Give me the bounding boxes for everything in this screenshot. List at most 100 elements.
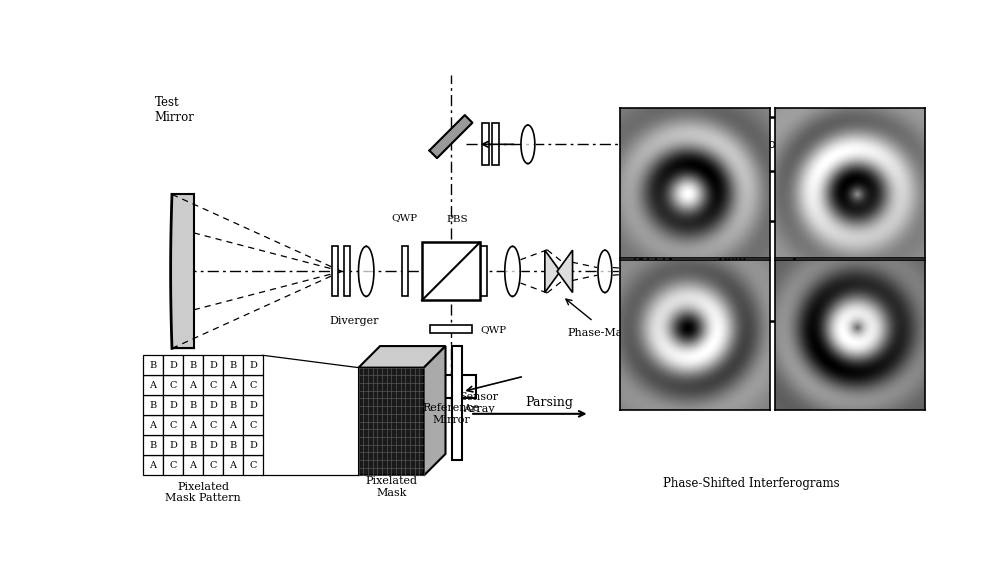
Bar [143,415,163,435]
Bar [430,325,472,333]
Bar [183,375,203,396]
Bar [223,415,243,435]
Text: D: D [249,401,257,410]
Bar [183,396,203,415]
Text: A: A [189,381,196,390]
Bar [656,250,664,292]
Text: B: B [229,401,237,410]
Text: A: A [149,421,156,430]
Bar [426,375,476,398]
Polygon shape [557,250,573,292]
Bar [642,252,648,291]
Bar [203,456,223,475]
Bar [163,435,183,456]
Text: B: B [149,401,157,410]
Text: QWP: QWP [480,325,506,334]
Text: D: D [209,361,217,370]
Text: A: A [149,381,156,390]
Bar [243,435,263,456]
Text: PBS: PBS [446,215,468,224]
Bar [183,456,203,475]
Bar [243,355,263,375]
Text: B: B [189,361,197,370]
Text: C: C [169,461,177,470]
Bar [358,367,424,475]
Bar [243,456,263,475]
Polygon shape [424,346,446,475]
Text: Phase-Shifted Interferograms: Phase-Shifted Interferograms [663,477,840,490]
Text: C: C [169,421,177,430]
Text: B: B [149,441,157,450]
Bar [243,396,263,415]
Text: Pixelated
Mask Pattern: Pixelated Mask Pattern [165,481,241,503]
Text: Pixelated
Mask: Pixelated Mask [365,476,417,498]
Text: C: C [209,461,217,470]
Bar [481,246,487,296]
Bar [203,435,223,456]
Text: C: C [209,421,217,430]
Bar [143,355,163,375]
Text: D: D [209,441,217,450]
Text: B: B [229,441,237,450]
Text: A: A [229,381,236,390]
Bar [223,375,243,396]
Text: A: A [229,421,236,430]
Bar [203,415,223,435]
Bar [163,456,183,475]
Bar [402,246,408,296]
Text: C: C [249,381,257,390]
Bar [203,355,223,375]
Polygon shape [545,250,560,292]
Text: Source Module: Source Module [707,138,803,151]
Text: D: D [169,361,177,370]
Text: High
Resolution
Camera: High Resolution Camera [700,250,764,293]
Text: QWP: QWP [392,213,418,222]
Text: B: B [189,401,197,410]
Bar [223,435,243,456]
Bar [183,435,203,456]
Text: D: D [249,361,257,370]
Text: C: C [249,421,257,430]
Text: D: D [169,401,177,410]
Bar [482,123,489,165]
Text: D: D [169,441,177,450]
Bar [163,355,183,375]
Bar [452,346,462,460]
Text: B: B [189,441,197,450]
Text: Sensor
Array: Sensor Array [459,392,498,414]
Text: C: C [209,381,217,390]
Text: Test
Mirror: Test Mirror [154,96,194,123]
Bar [332,246,338,296]
Text: D: D [249,441,257,450]
Bar [143,375,163,396]
Bar [243,375,263,396]
Bar [344,246,350,296]
Bar [183,415,203,435]
Text: B: B [149,361,157,370]
Bar [422,242,480,300]
Bar [143,396,163,415]
Bar [223,355,243,375]
Text: D: D [209,401,217,410]
Bar [223,396,243,415]
Text: Parsing: Parsing [525,396,573,409]
Bar [635,252,640,291]
Bar [492,123,499,165]
Bar [183,355,203,375]
Text: C: C [169,381,177,390]
Polygon shape [358,346,446,367]
Text: Phase-Mask: Phase-Mask [567,328,635,338]
Text: A: A [149,461,156,470]
Bar [203,375,223,396]
Text: B: B [229,361,237,370]
Text: A: A [189,421,196,430]
Bar [163,396,183,415]
Bar [656,125,662,164]
Bar [670,222,794,321]
Text: Diverger: Diverger [330,316,379,327]
Bar [674,117,836,171]
Bar [203,396,223,415]
Text: A: A [229,461,236,470]
Bar [163,375,183,396]
Text: A: A [189,461,196,470]
